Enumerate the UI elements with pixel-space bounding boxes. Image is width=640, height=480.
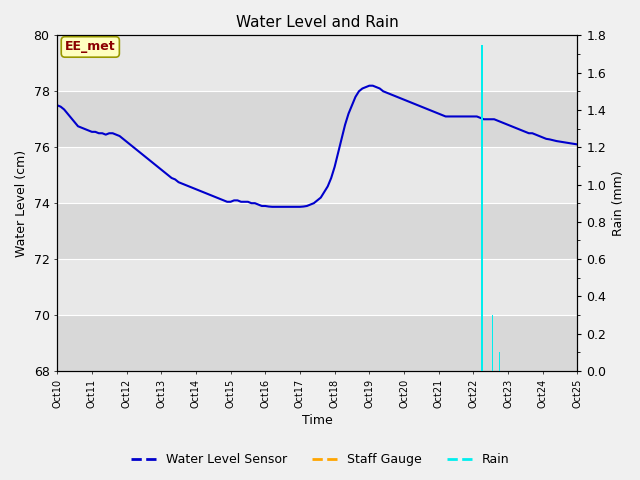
Bar (57, 315, 577, 371)
Bar (57, 91, 577, 147)
Water Level Sensor (237, 199, 245, 204)
Water Level Sensor (268, 204, 276, 210)
Water Level Sensor (53, 102, 61, 108)
X-axis label: Time: Time (302, 414, 333, 427)
Y-axis label: Rain (mm): Rain (mm) (612, 170, 625, 236)
Water Level Sensor (570, 141, 578, 147)
Legend: Water Level Sensor, Staff Gauge, Rain: Water Level Sensor, Staff Gauge, Rain (125, 448, 515, 471)
Y-axis label: Water Level (cm): Water Level (cm) (15, 150, 28, 257)
Bar (499, 352, 500, 371)
Bar (481, 45, 483, 371)
Water Level Sensor (424, 107, 432, 112)
Bar (57, 203, 577, 259)
Water Level Sensor (376, 85, 383, 91)
Line: Water Level Sensor: Water Level Sensor (57, 86, 577, 207)
Water Level Sensor (365, 83, 373, 89)
Title: Water Level and Rain: Water Level and Rain (236, 15, 399, 30)
Text: EE_met: EE_met (65, 40, 116, 53)
Water Level Sensor (310, 200, 317, 206)
Water Level Sensor (390, 93, 397, 98)
Water Level Sensor (573, 142, 581, 147)
Bar (492, 315, 493, 371)
